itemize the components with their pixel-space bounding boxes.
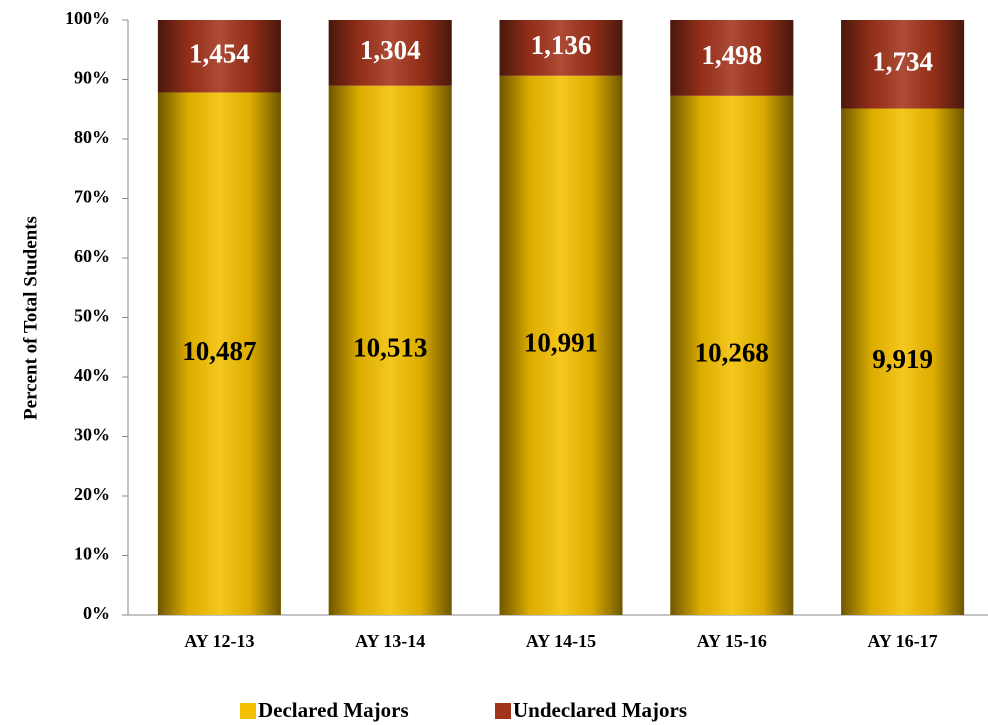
data-label: 1,304 bbox=[360, 35, 421, 65]
legend-swatch bbox=[240, 703, 256, 719]
bar-shading bbox=[157, 92, 281, 615]
data-label: 1,454 bbox=[189, 38, 250, 68]
bar-shading bbox=[328, 85, 452, 615]
x-tick-label: AY 12-13 bbox=[184, 631, 254, 651]
bar-shading bbox=[670, 95, 794, 616]
bar-shading bbox=[670, 20, 794, 96]
y-tick-label: 80% bbox=[74, 127, 110, 147]
legend-label: Declared Majors bbox=[258, 698, 409, 722]
bar-shading bbox=[499, 75, 623, 615]
data-label: 10,268 bbox=[695, 338, 769, 368]
legend-swatch bbox=[495, 703, 511, 719]
y-tick-label: 90% bbox=[74, 68, 110, 88]
y-axis-title: Percent of Total Students bbox=[20, 216, 41, 420]
bar-shading bbox=[157, 20, 281, 93]
bar-shading bbox=[499, 20, 623, 76]
y-tick-label: 20% bbox=[74, 484, 110, 504]
y-tick-label: 100% bbox=[65, 8, 110, 28]
data-label: 1,136 bbox=[531, 30, 592, 60]
data-label: 1,734 bbox=[872, 46, 933, 76]
bar-shading bbox=[328, 20, 452, 86]
data-label: 1,498 bbox=[701, 40, 762, 70]
data-label: 10,991 bbox=[524, 328, 598, 358]
bar-shading bbox=[841, 108, 965, 615]
x-tick-label: AY 14-15 bbox=[526, 631, 596, 651]
data-label: 9,919 bbox=[872, 344, 933, 374]
x-tick-label: AY 15-16 bbox=[697, 631, 767, 651]
y-tick-label: 50% bbox=[74, 306, 110, 326]
data-label: 10,513 bbox=[353, 333, 427, 363]
y-tick-label: 40% bbox=[74, 365, 110, 385]
y-tick-label: 70% bbox=[74, 187, 110, 207]
y-tick-label: 30% bbox=[74, 425, 110, 445]
y-tick-label: 0% bbox=[83, 603, 110, 623]
y-tick-label: 10% bbox=[74, 544, 110, 564]
y-tick-label: 60% bbox=[74, 246, 110, 266]
data-label: 10,487 bbox=[182, 336, 256, 366]
x-tick-label: AY 13-14 bbox=[355, 631, 425, 651]
x-tick-label: AY 16-17 bbox=[868, 631, 938, 651]
legend-label: Undeclared Majors bbox=[513, 698, 687, 722]
bar-shading bbox=[841, 20, 965, 109]
